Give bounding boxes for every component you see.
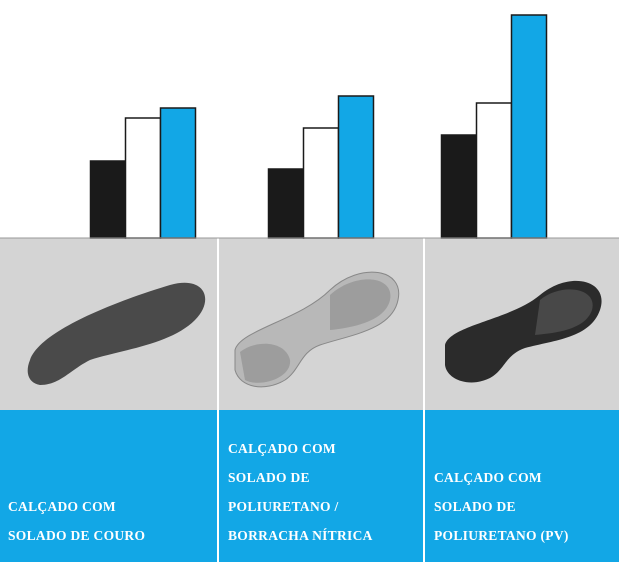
bar: [267, 168, 305, 239]
shoe-leather: [27, 282, 206, 385]
category-label: POLIURETANO /: [228, 499, 339, 514]
category-label: CALÇADO COM: [228, 441, 336, 456]
category-label: CALÇADO COM: [434, 470, 542, 485]
category-label: SOLADO DE: [434, 499, 516, 514]
bar: [159, 107, 197, 239]
shoe-pv: [445, 280, 602, 383]
category-label: SOLADO DE: [228, 470, 310, 485]
bar: [124, 117, 162, 239]
shoe-pu: [234, 271, 400, 388]
category-label: BORRACHA NÍTRICA: [228, 528, 373, 543]
bar: [510, 14, 548, 239]
bar: [475, 102, 513, 239]
label-band: [0, 410, 619, 562]
category-label: SOLADO DE COURO: [8, 528, 145, 543]
category-label: CALÇADO COM: [8, 499, 116, 514]
bar: [440, 134, 478, 239]
category-label: POLIURETANO (PV): [434, 528, 569, 543]
bar: [302, 127, 340, 239]
bar: [337, 95, 375, 239]
bar: [89, 160, 127, 239]
